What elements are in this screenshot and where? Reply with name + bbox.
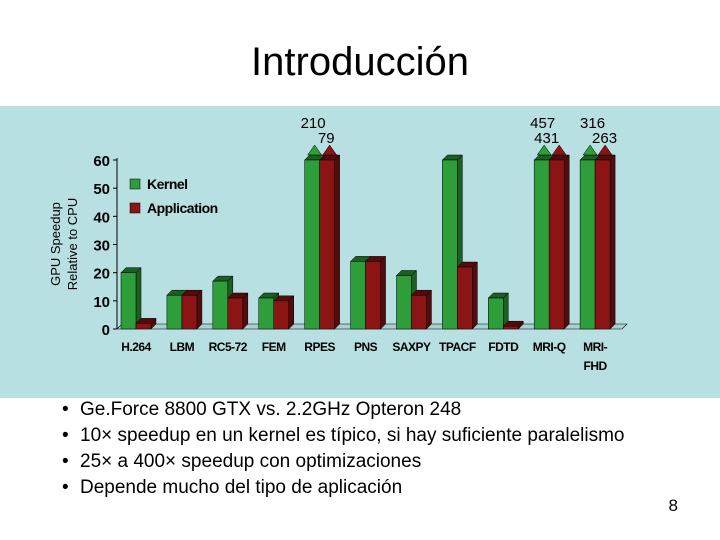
- kernel-overflow-arrow: [536, 144, 552, 156]
- y-tick-label: 50: [93, 181, 110, 198]
- legend-label: Application: [147, 200, 218, 216]
- bar-side-face: [563, 154, 570, 330]
- legend-label: Kernel: [147, 176, 188, 192]
- application-bar: [227, 297, 244, 330]
- y-tick-label: 60: [93, 153, 110, 170]
- bar-side-face: [334, 154, 340, 330]
- application-bar: [411, 294, 427, 330]
- application-overflow-label: 431: [534, 130, 559, 147]
- chart-bars: [120, 144, 616, 330]
- legend-swatch: [129, 178, 141, 190]
- application-bar: [548, 159, 565, 330]
- bar-side-face: [472, 261, 478, 330]
- application-bar: [457, 266, 473, 330]
- category-label: FEM: [262, 340, 286, 354]
- kernel-bar: [166, 294, 183, 330]
- application-overflow-arrow: [551, 144, 567, 156]
- kernel-bar: [579, 159, 596, 330]
- application-bar: [594, 159, 611, 330]
- application-bar: [319, 159, 335, 330]
- kernel-bar: [304, 159, 320, 330]
- application-bar: [365, 261, 381, 330]
- y-tick-label: 40: [93, 209, 110, 226]
- application-bar: [181, 294, 198, 330]
- y-axis-label: GPU Speedup: [48, 202, 63, 286]
- application-overflow-label: 79: [318, 130, 335, 147]
- speedup-chart: 0 10 20 30 40 50 60 GPU Speedup Relative to CPU H…: [0, 106, 720, 398]
- category-label: TPACF: [439, 340, 476, 354]
- kernel-overflow-label: 316: [580, 115, 605, 132]
- kernel-bar: [120, 272, 137, 330]
- y-tick-label: 10: [93, 294, 110, 311]
- application-overflow-label: 263: [592, 130, 617, 147]
- kernel-overflow-label: 210: [301, 115, 326, 132]
- category-label: FHD: [584, 359, 608, 373]
- category-label: LBM: [170, 340, 195, 354]
- category-label: MRI-: [583, 340, 607, 354]
- bullet-item: 10× speedup en un kernel es típico, si h…: [62, 423, 624, 449]
- category-label: RC5-72: [209, 340, 248, 354]
- category-label: RPES: [304, 340, 335, 354]
- category-label: FDTD: [488, 340, 519, 354]
- bar-side-face: [196, 289, 203, 330]
- kernel-bar: [533, 159, 550, 330]
- bullet-item: 25× a 400× speedup con optimizaciones: [62, 449, 624, 475]
- kernel-overflow-arrow: [582, 144, 598, 156]
- page-number: 8: [668, 496, 678, 515]
- bar-side-face: [380, 255, 386, 330]
- chart-legend: Kernel Application: [129, 176, 218, 216]
- category-label: MRI-Q: [533, 340, 566, 354]
- application-bar: [503, 325, 519, 330]
- speedup-chart-svg: 0 10 20 30 40 50 60 GPU Speedup Relative to CPU H…: [48, 115, 628, 373]
- y-axis-label: Relative to CPU: [65, 198, 80, 290]
- category-label: SAXPY: [392, 340, 431, 354]
- bar-side-face: [609, 154, 616, 330]
- kernel-bar: [442, 159, 458, 330]
- slide-title: Introducción: [251, 40, 469, 84]
- application-bar: [135, 323, 152, 330]
- chart-labels: 0 10 20 30 40 50 60 GPU Speedup Relative to CPU H…: [48, 115, 617, 373]
- bullet-item: Depende mucho del tipo de aplicación: [62, 475, 624, 501]
- bar-side-face: [242, 292, 249, 330]
- kernel-overflow-label: 457: [530, 115, 555, 132]
- kernel-bar: [212, 280, 229, 330]
- category-label: PNS: [354, 340, 378, 354]
- application-overflow-arrow: [322, 144, 338, 156]
- y-tick-label: 30: [93, 238, 110, 255]
- kernel-overflow-arrow: [307, 144, 323, 156]
- bar-side-face: [288, 295, 294, 330]
- bullet-list: Ge.Force 8800 GTX vs. 2.2GHz Opteron 248…: [62, 397, 624, 501]
- category-label: H.264: [121, 340, 151, 354]
- application-bar: [273, 300, 289, 330]
- legend-swatch: [129, 202, 141, 214]
- kernel-bar: [396, 275, 412, 330]
- kernel-bar: [258, 297, 274, 330]
- bullet-item: Ge.Force 8800 GTX vs. 2.2GHz Opteron 248: [62, 397, 624, 423]
- bar-side-face: [426, 289, 432, 330]
- kernel-bar: [488, 297, 504, 330]
- y-tick-label: 0: [102, 322, 110, 339]
- kernel-bar: [350, 261, 366, 330]
- y-tick-label: 20: [93, 266, 110, 283]
- application-overflow-arrow: [597, 144, 613, 156]
